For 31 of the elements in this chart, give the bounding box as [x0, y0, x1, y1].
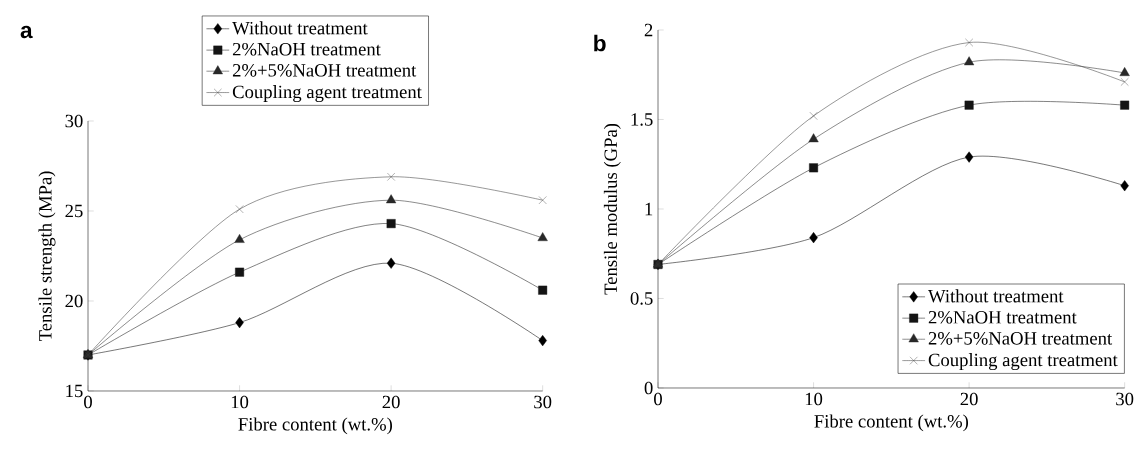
y-tick-label: 15 — [66, 384, 83, 398]
legend-label: 2%NaOH treatment — [928, 310, 1077, 324]
text: a — [20, 25, 33, 39]
x-tick-label: 0 — [654, 392, 662, 406]
x-tick-label: 20 — [960, 392, 978, 406]
x-tick-label: 20 — [382, 395, 400, 409]
y-tick-label: 20 — [65, 294, 83, 308]
legend-label: 2%+5%NaOH treatment — [928, 332, 1113, 345]
y-tick-label: 1 — [645, 202, 653, 216]
y-axis-title: Tensile strength (MPa) — [38, 171, 56, 342]
legend-label: 2%+5%NaOH treatment — [232, 63, 417, 77]
x-tick-label: 10 — [805, 392, 823, 406]
y-tick-label: 30 — [65, 114, 83, 128]
y-axis-title: Tensile modulus (GPa) — [603, 123, 621, 295]
y-tick-label: 0 — [644, 381, 653, 395]
y-tick-label: 1.5 — [631, 113, 653, 126]
x-axis-title: Fibre content (wt.%) — [814, 414, 969, 432]
text: b — [594, 34, 606, 52]
x-tick-label: 30 — [534, 395, 552, 409]
legend-label: Coupling agent treatment — [232, 85, 422, 103]
y-tick-label: 2 — [644, 23, 653, 37]
x-tick-label: 10 — [231, 395, 249, 409]
x-tick-label: 0 — [84, 395, 92, 409]
y-tick-label: 0.5 — [630, 292, 653, 305]
legend-label: Without treatment — [928, 289, 1064, 303]
x-tick-label: 30 — [1116, 392, 1134, 406]
y-tick-label: 25 — [65, 204, 83, 218]
x-axis-title: Fibre content (wt.%) — [238, 417, 393, 435]
legend-label: Without treatment — [232, 21, 368, 35]
legend-label: Coupling agent treatment — [928, 353, 1118, 371]
legend-label: 2%NaOH treatment — [232, 42, 381, 56]
